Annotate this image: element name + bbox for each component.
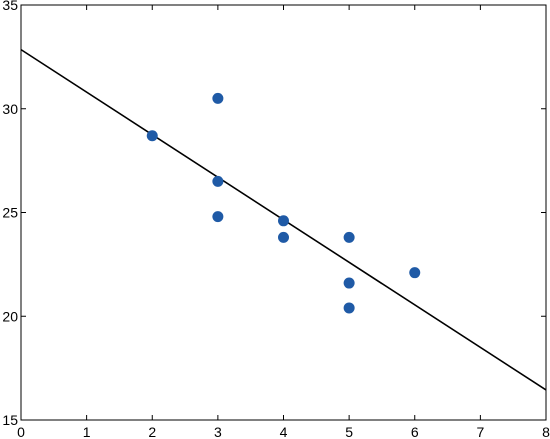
x-tick-label: 5	[345, 424, 353, 439]
data-point	[278, 215, 289, 227]
x-axis-ticks: 0 1 2 3 4 5 6 7 8	[17, 5, 550, 439]
x-tick-label: 4	[280, 424, 288, 439]
y-tick-label: 35	[2, 0, 18, 13]
data-point	[212, 92, 224, 104]
data-point	[343, 231, 355, 243]
data-point	[212, 175, 224, 187]
data-point	[146, 130, 158, 142]
data-point	[409, 267, 421, 279]
data-point	[343, 302, 355, 314]
x-tick-label: 2	[148, 424, 156, 439]
y-tick-label: 20	[2, 308, 18, 324]
x-tick-label: 1	[83, 424, 91, 439]
x-tick-label: 8	[542, 424, 550, 439]
y-tick-label: 15	[2, 412, 18, 428]
data-point	[212, 211, 224, 223]
x-tick-label: 0	[17, 424, 25, 439]
x-tick-label: 3	[214, 424, 222, 439]
y-axis-ticks: 15 20 25 30 35	[2, 0, 546, 428]
data-point	[278, 231, 289, 243]
axes	[20, 4, 547, 421]
data-points	[146, 92, 421, 314]
y-tick-label: 30	[2, 101, 18, 117]
x-tick-label: 7	[476, 424, 484, 439]
x-tick-label: 6	[411, 424, 419, 439]
data-point	[343, 277, 355, 289]
y-tick-label: 25	[2, 205, 18, 221]
plot-frame	[20, 4, 547, 421]
